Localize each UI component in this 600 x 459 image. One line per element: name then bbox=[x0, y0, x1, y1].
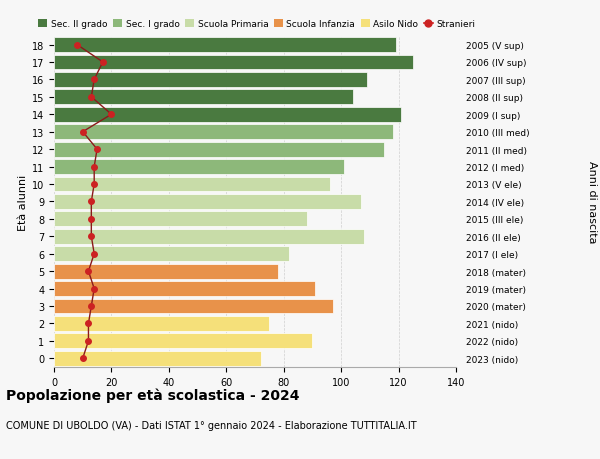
Bar bbox=[54, 195, 361, 209]
Bar bbox=[54, 281, 316, 297]
Bar bbox=[54, 351, 261, 366]
Text: Anni di nascita: Anni di nascita bbox=[587, 161, 597, 243]
Bar bbox=[54, 316, 269, 331]
Text: Popolazione per età scolastica - 2024: Popolazione per età scolastica - 2024 bbox=[6, 388, 299, 403]
Bar bbox=[54, 160, 344, 174]
Bar bbox=[54, 334, 313, 348]
Bar bbox=[54, 247, 289, 262]
Bar bbox=[54, 38, 396, 53]
Legend: Sec. II grado, Sec. I grado, Scuola Primaria, Scuola Infanzia, Asilo Nido, Stran: Sec. II grado, Sec. I grado, Scuola Prim… bbox=[38, 20, 475, 29]
Bar bbox=[54, 142, 384, 157]
Bar bbox=[54, 90, 353, 105]
Bar bbox=[54, 107, 401, 123]
Y-axis label: Età alunni: Età alunni bbox=[18, 174, 28, 230]
Bar bbox=[54, 212, 307, 227]
Bar bbox=[54, 125, 393, 140]
Bar bbox=[54, 230, 364, 244]
Bar bbox=[54, 299, 332, 313]
Bar bbox=[54, 56, 413, 70]
Bar bbox=[54, 177, 329, 192]
Text: COMUNE DI UBOLDO (VA) - Dati ISTAT 1° gennaio 2024 - Elaborazione TUTTITALIA.IT: COMUNE DI UBOLDO (VA) - Dati ISTAT 1° ge… bbox=[6, 420, 416, 430]
Bar bbox=[54, 73, 367, 88]
Bar bbox=[54, 264, 278, 279]
